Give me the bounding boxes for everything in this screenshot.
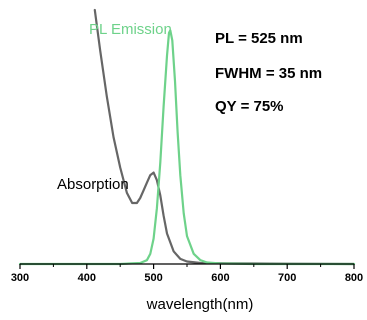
annotation-pl: PL = 525 nm (215, 30, 303, 47)
emission-label: PL Emission (89, 21, 172, 38)
x-tick-label: 500 (144, 272, 162, 284)
annotation-qy: QY = 75% (215, 98, 284, 115)
x-axis-ticks: 300 400 500 600 700 800 (11, 264, 363, 284)
x-tick-label: 300 (11, 272, 29, 284)
annotation-fwhm: FWHM = 35 nm (215, 65, 322, 82)
emission-line (18, 29, 356, 266)
x-tick-label: 700 (278, 272, 296, 284)
absorption-label: Absorption (57, 176, 129, 193)
x-axis-title: wavelength(nm) (146, 296, 254, 313)
x-tick-label: 400 (78, 272, 96, 284)
plot-area (18, 8, 356, 266)
x-tick-label: 800 (345, 272, 363, 284)
x-tick-label: 600 (211, 272, 229, 284)
absorption-line (93, 8, 356, 266)
